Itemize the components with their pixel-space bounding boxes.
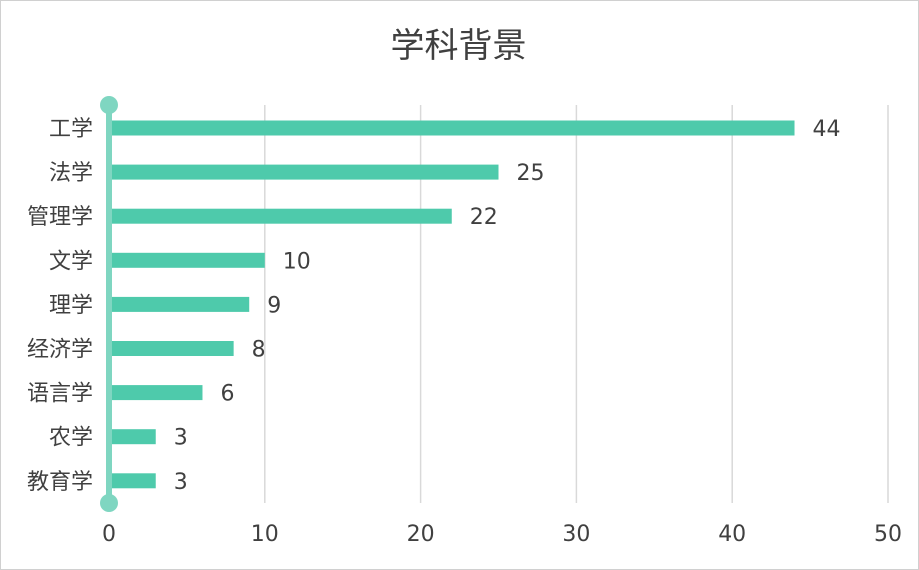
axis-cap-bottom	[100, 494, 118, 512]
bar-6	[109, 385, 203, 401]
x-tick-label-40: 40	[718, 522, 746, 547]
category-label-5: 经济学	[27, 338, 93, 363]
bar-8	[109, 473, 156, 489]
x-tick-label-30: 30	[562, 522, 590, 547]
bar-1	[109, 164, 499, 180]
category-label-7: 农学	[49, 426, 93, 451]
x-tick-label-10: 10	[251, 522, 279, 547]
x-tick-labels: 0 10 20 30 40 50	[102, 522, 902, 547]
bar-4	[109, 296, 250, 312]
x-tick-label-50: 50	[874, 522, 902, 547]
bar-3	[109, 252, 265, 268]
data-label-5: 8	[252, 338, 266, 363]
bar-7	[109, 429, 156, 445]
data-label-7: 3	[174, 426, 188, 451]
category-label-6: 语言学	[27, 382, 93, 407]
bars	[109, 120, 795, 489]
data-label-0: 44	[813, 117, 841, 142]
axis-cap-top	[100, 96, 118, 114]
data-label-8: 3	[174, 470, 188, 495]
bar-2	[109, 208, 452, 224]
data-label-1: 25	[517, 161, 545, 186]
x-tick-label-20: 20	[407, 522, 435, 547]
data-label-3: 10	[283, 249, 311, 274]
category-label-8: 教育学	[27, 470, 93, 495]
bar-5	[109, 341, 234, 356]
category-label-2: 管理学	[27, 205, 93, 230]
category-label-3: 文学	[49, 249, 93, 274]
data-label-4: 9	[267, 293, 281, 318]
data-label-2: 22	[470, 205, 498, 230]
data-label-6: 6	[220, 382, 234, 407]
category-axis	[100, 96, 118, 512]
chart-title: 学科背景	[390, 26, 527, 66]
category-label-4: 理学	[49, 293, 93, 318]
bar-0	[109, 120, 795, 136]
category-label-0: 工学	[49, 117, 93, 142]
category-label-1: 法学	[49, 161, 93, 186]
x-tick-label-0: 0	[102, 522, 116, 547]
